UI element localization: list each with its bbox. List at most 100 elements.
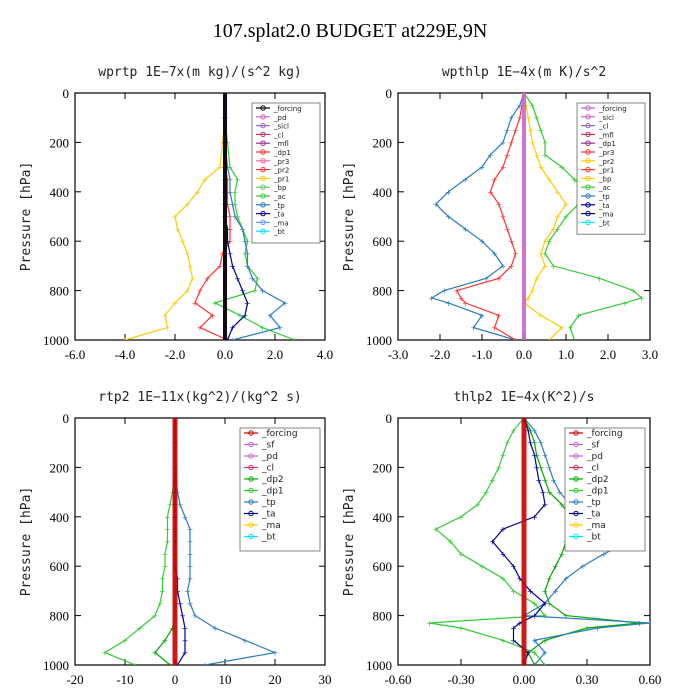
series-point: + xyxy=(187,525,194,534)
legend-label: _bt xyxy=(586,533,601,543)
plot-frame xyxy=(74,92,326,341)
series-point: + xyxy=(239,287,246,296)
series-point: + xyxy=(224,225,231,234)
series-point: + xyxy=(504,151,511,160)
legend-label: _forcing xyxy=(598,105,627,113)
series-point: + xyxy=(504,439,511,448)
legend-label: _bt xyxy=(273,228,285,236)
series-point: + xyxy=(242,311,249,320)
x-tick-label: 30 xyxy=(319,672,332,687)
series-point: + xyxy=(237,311,244,320)
series-point: + xyxy=(164,538,171,547)
legend-marker xyxy=(248,441,254,448)
series-point: + xyxy=(474,500,481,509)
legend-marker xyxy=(585,166,591,173)
series-point: + xyxy=(550,225,557,234)
y-tick-label: 200 xyxy=(50,135,70,150)
x-tick-label: -6.0 xyxy=(65,347,86,362)
legend-label: _mfl xyxy=(273,140,289,148)
legend-label: _ta xyxy=(261,510,276,520)
series-point: + xyxy=(554,188,561,197)
x-tick-label: 3.0 xyxy=(642,347,658,362)
legend-label: _pr3 xyxy=(273,158,289,166)
series-line xyxy=(523,418,640,665)
y-axis-label: Pressure [hPa] xyxy=(19,487,34,597)
series-point: + xyxy=(508,114,515,123)
series-point: + xyxy=(542,262,549,271)
series-point: + xyxy=(244,299,251,308)
series-point: + xyxy=(187,550,194,559)
series-point: + xyxy=(546,237,553,246)
series-point: + xyxy=(292,336,299,345)
legend-label: _dp1 xyxy=(261,487,284,497)
legend-label: _cl xyxy=(261,464,274,474)
series-point: + xyxy=(558,500,565,509)
legend-marker xyxy=(585,114,591,120)
series-point: + xyxy=(512,126,519,135)
series-point: + xyxy=(533,114,540,123)
y-tick-label: 400 xyxy=(50,185,70,200)
series-point: + xyxy=(232,200,239,209)
series-point: + xyxy=(508,237,515,246)
legend-marker xyxy=(585,210,591,217)
series-point: + xyxy=(537,311,544,320)
series-line xyxy=(224,93,287,340)
legend-marker xyxy=(260,228,266,234)
series-point: + xyxy=(630,287,637,296)
series-point: + xyxy=(172,299,179,308)
series-point: + xyxy=(164,324,171,333)
panel-title: wpthlp 1E−4x(m K)/s^2 xyxy=(442,65,606,80)
series-point: + xyxy=(540,488,547,497)
series-point: + xyxy=(224,200,231,209)
series-point: + xyxy=(542,636,549,645)
legend-label: _dp2 xyxy=(586,475,609,485)
legend-marker xyxy=(585,149,591,155)
series-point: + xyxy=(224,336,231,345)
series-point: + xyxy=(209,311,216,320)
series-point: + xyxy=(533,451,540,460)
series-point: + xyxy=(542,151,549,160)
series-point: + xyxy=(571,336,578,345)
series-point: + xyxy=(426,619,433,628)
legend-label: _ma xyxy=(598,211,614,219)
series-point: + xyxy=(242,250,249,259)
series-point: + xyxy=(491,324,498,333)
legend-label: _pr2 xyxy=(598,158,614,166)
series-point: + xyxy=(249,274,256,283)
panel-2: wpthlp 1E−4x(m K)/s^2 Pressure [hPa] -3.0 -… xyxy=(342,65,658,362)
x-tick-label: -20 xyxy=(66,672,83,687)
series-point: + xyxy=(202,661,209,670)
series-point: + xyxy=(152,649,159,658)
legend-label: _cl xyxy=(273,131,283,139)
x-tick-label: 0.60 xyxy=(639,672,662,687)
legend-label: _ta xyxy=(586,510,601,520)
series-point: + xyxy=(500,451,507,460)
series-point: + xyxy=(447,538,454,547)
series-point: + xyxy=(500,525,507,534)
legend-marker xyxy=(585,140,591,146)
legend-marker xyxy=(260,193,266,199)
legend-marker xyxy=(585,184,591,190)
series-point: + xyxy=(508,138,515,147)
series-point: + xyxy=(458,550,465,559)
series-point: + xyxy=(546,175,553,184)
legend-marker xyxy=(585,175,591,182)
series-point: + xyxy=(516,114,523,123)
series-point: + xyxy=(500,636,507,645)
series-point: + xyxy=(192,299,199,308)
series-point: + xyxy=(167,661,174,670)
series-point: + xyxy=(229,200,236,209)
series-point: + xyxy=(638,294,645,303)
series-point: + xyxy=(552,562,559,571)
y-tick-label: 1000 xyxy=(366,333,392,348)
y-tick-label: 1000 xyxy=(366,658,392,673)
series-point: + xyxy=(531,513,538,522)
series-point: + xyxy=(122,636,129,645)
series-point: + xyxy=(182,624,189,633)
legend-marker xyxy=(573,453,579,459)
series-point: + xyxy=(232,213,239,222)
series-point: + xyxy=(458,513,465,522)
series-pr1: ++++++++++++++++++ xyxy=(122,93,228,340)
legend-label: _sicl xyxy=(598,114,614,122)
